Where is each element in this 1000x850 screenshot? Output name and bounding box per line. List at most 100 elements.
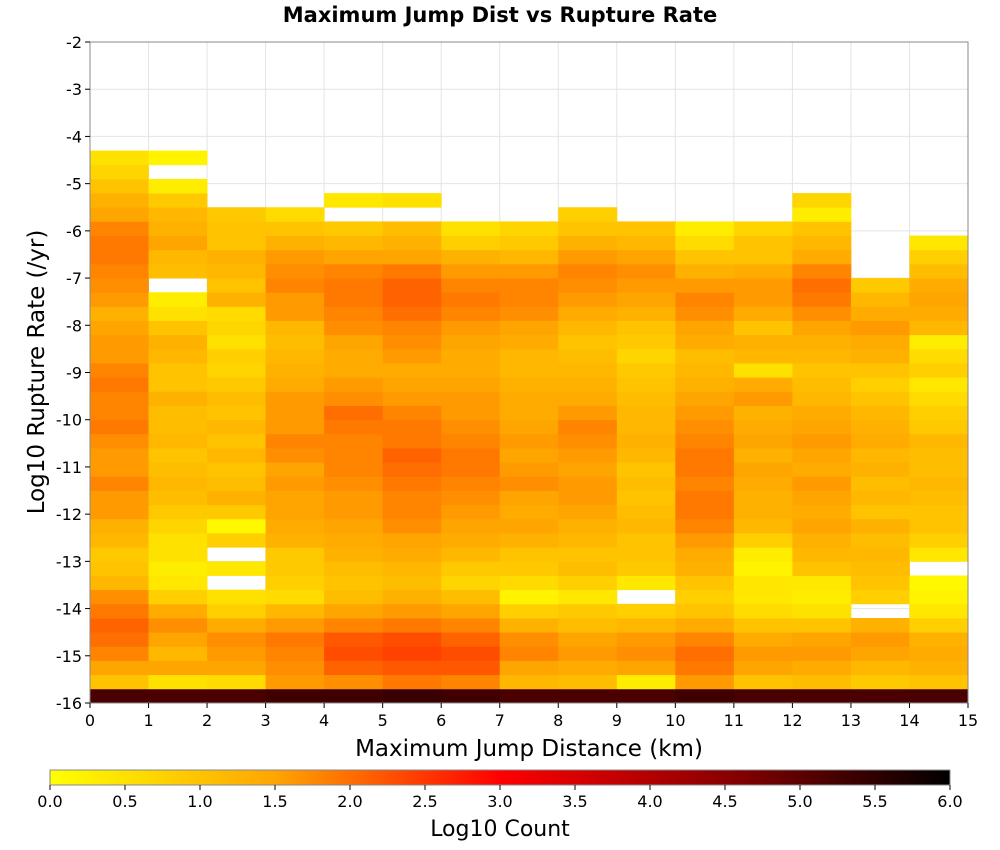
heatmap-cell (148, 603, 208, 619)
heatmap-cell (558, 391, 618, 406)
heatmap-cell (616, 561, 676, 576)
heatmap-cell (792, 476, 852, 491)
heatmap-cell (441, 603, 501, 619)
heatmap-cell (850, 419, 910, 435)
heatmap-cell (909, 320, 969, 336)
heatmap-cell (441, 660, 501, 676)
heatmap-cell (90, 391, 149, 406)
heatmap-cell (850, 688, 910, 704)
heatmap-cell (148, 589, 208, 605)
heatmap-cell (148, 448, 208, 463)
heatmap-cell (265, 589, 325, 605)
heatmap-cell (616, 547, 676, 562)
heatmap-cell (850, 476, 910, 491)
heatmap-cell (148, 433, 208, 449)
heatmap-cell (733, 632, 793, 647)
colorbar-tick-label: 5.5 (862, 792, 887, 811)
heatmap-cell (616, 249, 676, 265)
heatmap-cell (909, 363, 969, 378)
heatmap-cell (324, 363, 384, 378)
heatmap-cell (909, 575, 969, 591)
heatmap-cell (499, 263, 559, 279)
colorbar-tick-label: 2.0 (337, 792, 362, 811)
heatmap-cell (909, 405, 969, 421)
heatmap-cell (90, 603, 149, 619)
heatmap-cell (792, 377, 852, 392)
heatmap-cell (733, 646, 793, 661)
heatmap-cell (441, 589, 501, 605)
heatmap-cell (265, 448, 325, 463)
heatmap-cell (382, 603, 442, 619)
heatmap-cell (382, 589, 442, 605)
heatmap-cell (558, 348, 618, 364)
heatmap-cell (558, 603, 618, 619)
heatmap-cell (90, 490, 149, 506)
heatmap-cell (324, 306, 384, 321)
heatmap-cell (733, 377, 793, 392)
heatmap-cell (441, 476, 501, 491)
heatmap-cell (792, 419, 852, 435)
heatmap-cell (441, 334, 501, 350)
heatmap-cell (382, 377, 442, 392)
heatmap-cell (324, 320, 384, 336)
heatmap-cell (733, 518, 793, 534)
heatmap-cell (324, 518, 384, 534)
heatmap-cell (675, 476, 735, 491)
y-tick-label: -10 (56, 411, 82, 430)
heatmap-cell (382, 193, 442, 208)
heatmap-cell (499, 632, 559, 647)
heatmap-cell (90, 533, 149, 548)
heatmap-cell (90, 377, 149, 392)
heatmap-cell (850, 533, 910, 548)
heatmap-cell (909, 263, 969, 279)
heatmap-cell (90, 306, 149, 321)
heatmap-cell (441, 504, 501, 520)
heatmap-cell (792, 391, 852, 406)
heatmap-cell (499, 334, 559, 350)
heatmap-cell (850, 391, 910, 406)
heatmap-cell (558, 292, 618, 307)
heatmap-cell (792, 533, 852, 548)
heatmap-cell (265, 674, 325, 690)
heatmap-cell (850, 674, 910, 690)
heatmap-cell (909, 533, 969, 548)
heatmap-cell (499, 391, 559, 406)
heatmap-cell (558, 363, 618, 378)
heatmap-cell (850, 660, 910, 676)
heatmap-cell (382, 292, 442, 307)
heatmap-cell (441, 646, 501, 661)
heatmap-cell (909, 476, 969, 491)
heatmap-cell (148, 249, 208, 265)
heatmap-cell (909, 490, 969, 506)
heatmap-cell (616, 363, 676, 378)
heatmap-cell (733, 504, 793, 520)
heatmap-cell (265, 618, 325, 633)
heatmap-cell (324, 448, 384, 463)
heatmap-cell (733, 674, 793, 690)
heatmap-cell (148, 518, 208, 534)
heatmap-cell (850, 632, 910, 647)
heatmap-cell (265, 688, 325, 704)
heatmap-cell (675, 674, 735, 690)
heatmap-cell (733, 448, 793, 463)
heatmap-cell (558, 377, 618, 392)
heatmap-cell (324, 504, 384, 520)
heatmap-cell (675, 448, 735, 463)
heatmap-cell (499, 278, 559, 293)
heatmap-cell (148, 490, 208, 506)
heatmap-cell (324, 490, 384, 506)
heatmap-cell (441, 433, 501, 449)
heatmap-cell (90, 674, 149, 690)
heatmap-cell (558, 419, 618, 435)
heatmap-cell (558, 674, 618, 690)
heatmap-cell (558, 235, 618, 251)
heatmap-cell (382, 263, 442, 279)
heatmap-cell (616, 377, 676, 392)
heatmap-cell (792, 589, 852, 605)
heatmap-cell (733, 533, 793, 548)
heatmap-cell (675, 618, 735, 633)
heatmap-cell (265, 207, 325, 222)
heatmap-cell (850, 292, 910, 307)
heatmap-cell (675, 603, 735, 619)
heatmap-cell (675, 575, 735, 591)
